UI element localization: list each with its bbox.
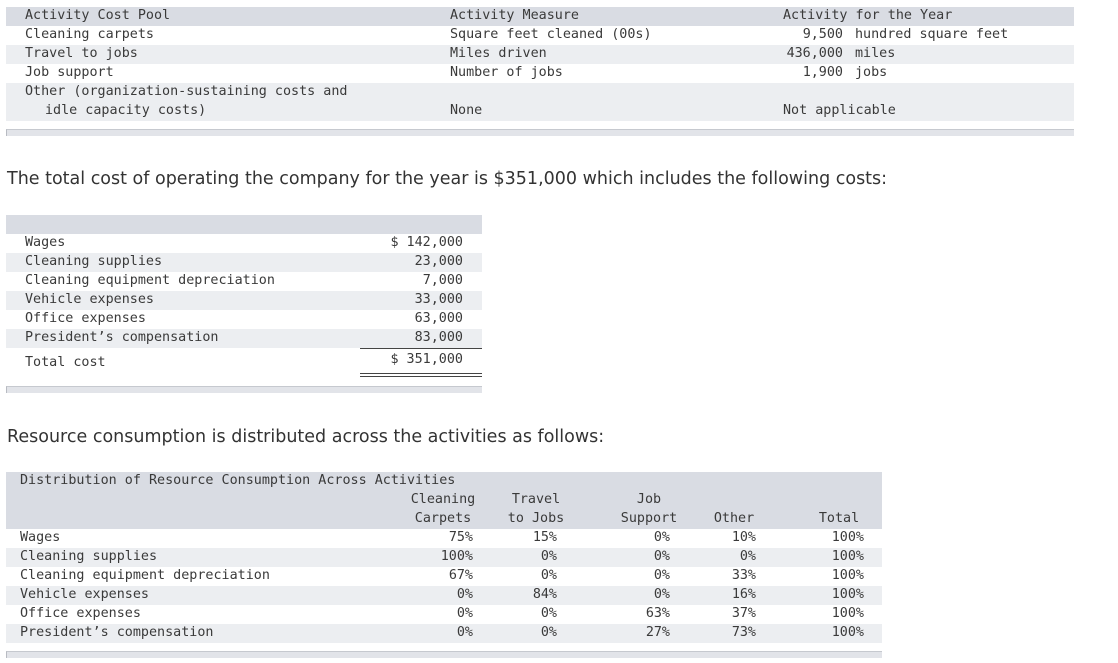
pct-travel: 0% [540,549,557,564]
col-head-to-jobs: to Jobs [507,511,565,526]
pct-cleaning: 67% [448,568,473,583]
col-head-job: Job [636,492,662,507]
col-head-other: Other [713,511,755,526]
activity-unit: hundred square feet [855,27,1009,42]
cost-value: 63,000 [414,311,463,326]
table2-stripe [6,291,482,310]
pool-label-other-cont: idle capacity costs) [45,103,207,118]
header-activity-cost-pool: Activity Cost Pool [25,8,171,23]
subtotal-rule [360,348,482,349]
activity-unit: miles [855,46,896,61]
table3-header-block [6,472,882,529]
cost-label: Vehicle expenses [25,292,154,307]
header-activity-for-year: Activity for the Year [783,8,953,23]
col-head-support: Support [620,511,678,526]
pct-other: 73% [731,625,756,640]
row-label: Office expenses [20,606,141,621]
pct-support: 0% [653,587,670,602]
table2-header-row [6,215,482,234]
pct-total: 100% [831,568,864,583]
pool-label: Cleaning carpets [25,27,154,42]
activity-number: 9,500 [802,27,843,42]
pool-label: Travel to jobs [25,46,138,61]
cost-label: Wages [25,235,66,250]
activity-unit: jobs [855,65,888,80]
pct-support: 27% [645,625,670,640]
pct-other: 10% [731,530,756,545]
total-double-rule [360,373,482,377]
pct-cleaning: 100% [440,549,473,564]
row-label: Vehicle expenses [20,587,149,602]
total-cost-label: Total cost [25,355,106,370]
total-cost-paragraph: The total cost of operating the company … [7,169,888,189]
cost-value: 33,000 [414,292,463,307]
cost-label: Cleaning supplies [25,254,163,269]
table3-stripe [6,548,882,567]
pct-support: 63% [645,606,670,621]
pool-label-other: Other (organization-sustaining costs and [25,84,348,99]
table2-stripe [6,253,482,272]
row-label: President’s compensation [20,625,214,640]
col-head-carpets: Carpets [414,511,472,526]
table3-footer-bar [6,651,882,658]
table1-footer-bar [6,129,1074,136]
col-head-travel: Travel [511,492,561,507]
measure-label: Square feet cleaned (00s) [450,27,652,42]
row-label: Cleaning supplies [20,549,158,564]
measure-label: Number of jobs [450,65,563,80]
row-label: Cleaning equipment depreciation [20,568,270,583]
pct-other: 0% [739,549,756,564]
table2-stripe [6,329,482,348]
cost-label: Cleaning equipment depreciation [25,273,275,288]
total-cost-value: $ 351,000 [390,352,463,367]
pct-travel: 0% [540,606,557,621]
pct-other: 37% [731,606,756,621]
table1-stripe [6,45,1074,64]
cost-label: Office expenses [25,311,146,326]
pct-support: 0% [653,530,670,545]
pct-travel: 84% [532,587,557,602]
pct-total: 100% [831,587,864,602]
pct-travel: 0% [540,568,557,583]
activity-other: Not applicable [783,103,896,118]
cost-value: 23,000 [414,254,463,269]
cost-value: 83,000 [414,330,463,345]
cost-value: 7,000 [422,273,463,288]
pct-support: 0% [653,568,670,583]
pct-cleaning: 0% [456,606,473,621]
measure-label: Miles driven [450,46,547,61]
col-head-total: Total [818,511,860,526]
table3-stripe [6,586,882,605]
cost-label: President’s compensation [25,330,219,345]
distribution-title: Distribution of Resource Consumption Acr… [20,473,456,488]
table3-stripe [6,624,882,643]
activity-number: 436,000 [786,46,843,61]
header-activity-measure: Activity Measure [450,8,579,23]
pool-label: Job support [25,65,114,80]
pct-cleaning: 0% [456,587,473,602]
pct-total: 100% [831,530,864,545]
col-head-cleaning: Cleaning [410,492,476,507]
pct-travel: 0% [540,625,557,640]
pct-support: 0% [653,549,670,564]
measure-label-other: None [450,103,483,118]
pct-total: 100% [831,549,864,564]
pct-cleaning: 75% [448,530,473,545]
table1-stripe [6,83,1074,121]
pct-total: 100% [831,625,864,640]
pct-cleaning: 0% [456,625,473,640]
pct-total: 100% [831,606,864,621]
resource-consumption-paragraph: Resource consumption is distributed acro… [7,427,605,447]
pct-travel: 15% [532,530,557,545]
pct-other: 33% [731,568,756,583]
row-label: Wages [20,530,61,545]
pct-other: 16% [731,587,756,602]
activity-number: 1,900 [802,65,843,80]
table1-header-row [6,7,1074,26]
table2-footer-bar [6,386,482,393]
cost-value: $ 142,000 [390,235,463,250]
